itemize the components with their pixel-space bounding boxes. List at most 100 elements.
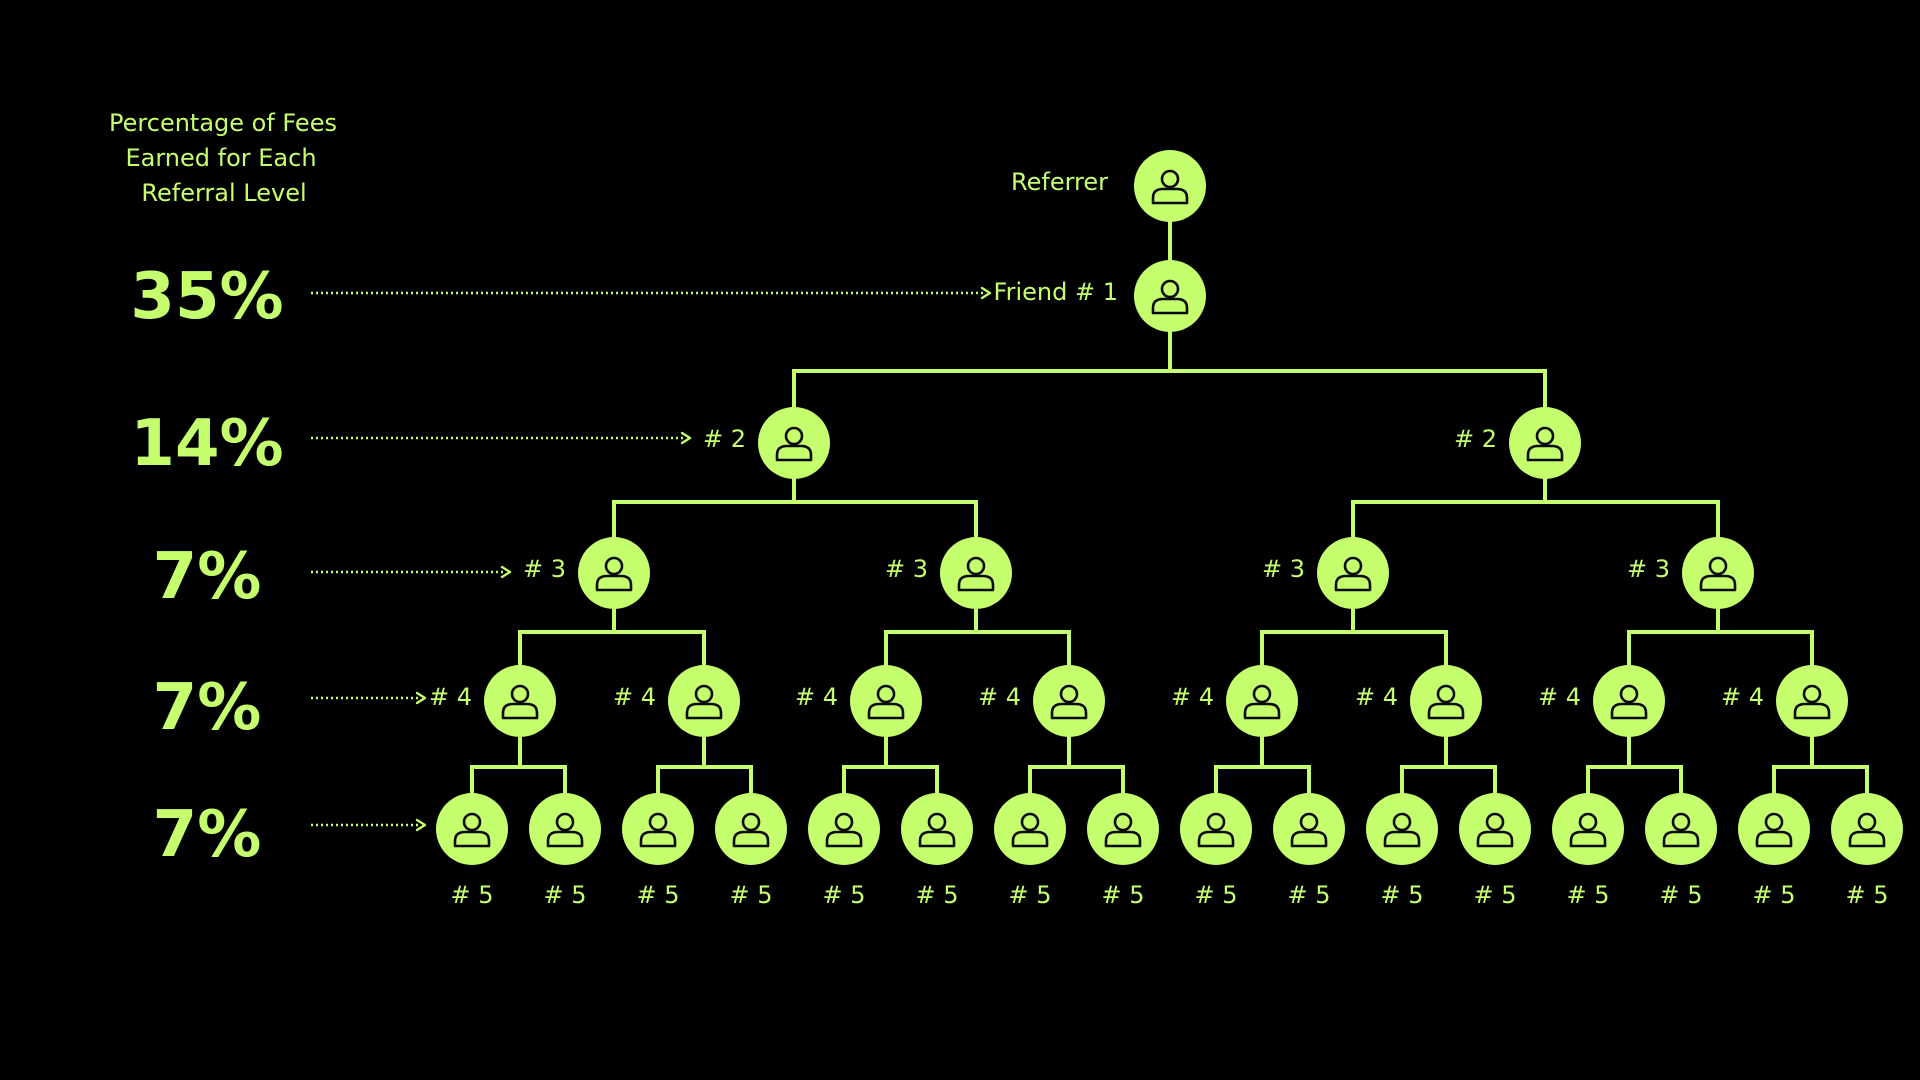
node-level4-6 (1593, 665, 1665, 737)
level-2-percentage: 14% (130, 407, 283, 481)
level-4-percentage: 7% (153, 671, 262, 745)
person-icon (1383, 812, 1421, 848)
person-icon (1699, 556, 1737, 592)
person-icon (918, 812, 956, 848)
person-icon (595, 556, 633, 592)
node-level5-5 (901, 793, 973, 865)
heading-line-1: Percentage of Fees (109, 109, 337, 137)
node-level4-7 (1776, 665, 1848, 737)
label-level4-0: # 4 (429, 683, 472, 711)
label-level5-5: # 5 (915, 881, 958, 909)
node-referrer (1134, 150, 1206, 222)
label-level5-1: # 5 (543, 881, 586, 909)
node-level5-1 (529, 793, 601, 865)
person-icon (1476, 812, 1514, 848)
person-icon (1662, 812, 1700, 848)
node-level5-10 (1366, 793, 1438, 865)
node-level5-15 (1831, 793, 1903, 865)
node-level4-4 (1226, 665, 1298, 737)
node-level5-2 (622, 793, 694, 865)
level-2-arrow-head (680, 431, 692, 445)
node-level5-6 (994, 793, 1066, 865)
node-level5-7 (1087, 793, 1159, 865)
label-referrer: Referrer (1011, 168, 1108, 196)
label-level5-3: # 5 (729, 881, 772, 909)
person-icon (1848, 812, 1886, 848)
node-level3-1 (940, 537, 1012, 609)
node-level3-0 (578, 537, 650, 609)
node-level5-0 (436, 793, 508, 865)
label-level5-13: # 5 (1659, 881, 1702, 909)
label-friend1: Friend # 1 (994, 278, 1118, 306)
label-level5-10: # 5 (1380, 881, 1423, 909)
person-icon (1610, 684, 1648, 720)
person-icon (1243, 684, 1281, 720)
level-5-percentage: 7% (153, 798, 262, 872)
label-level2-0: # 2 (703, 425, 746, 453)
node-level2-0 (758, 407, 830, 479)
person-icon (1050, 684, 1088, 720)
node-level5-12 (1552, 793, 1624, 865)
node-level2-1 (1509, 407, 1581, 479)
person-icon (546, 812, 584, 848)
label-level5-0: # 5 (450, 881, 493, 909)
label-level5-6: # 5 (1008, 881, 1051, 909)
label-level5-14: # 5 (1752, 881, 1795, 909)
node-level4-0 (484, 665, 556, 737)
label-level4-6: # 4 (1538, 683, 1581, 711)
person-icon (1011, 812, 1049, 848)
node-level5-11 (1459, 793, 1531, 865)
node-level3-3 (1682, 537, 1754, 609)
label-level3-2: # 3 (1262, 555, 1305, 583)
label-level4-2: # 4 (795, 683, 838, 711)
label-level4-7: # 4 (1721, 683, 1764, 711)
node-level5-8 (1180, 793, 1252, 865)
label-level5-15: # 5 (1845, 881, 1888, 909)
label-level5-9: # 5 (1287, 881, 1330, 909)
person-icon (775, 426, 813, 462)
person-icon (1197, 812, 1235, 848)
person-icon (1526, 426, 1564, 462)
node-level5-9 (1273, 793, 1345, 865)
node-friend1 (1134, 260, 1206, 332)
label-level5-11: # 5 (1473, 881, 1516, 909)
person-icon (867, 684, 905, 720)
person-icon (1104, 812, 1142, 848)
node-level5-3 (715, 793, 787, 865)
node-level5-14 (1738, 793, 1810, 865)
heading: Percentage of Fees Earned for Each Refer… (109, 109, 337, 207)
label-level3-3: # 3 (1627, 555, 1670, 583)
label-level4-1: # 4 (613, 683, 656, 711)
label-level2-1: # 2 (1454, 425, 1497, 453)
node-level4-5 (1410, 665, 1482, 737)
node-level3-2 (1317, 537, 1389, 609)
person-icon (825, 812, 863, 848)
heading-line-3: Referral Level (141, 179, 306, 207)
person-icon (501, 684, 539, 720)
label-level5-7: # 5 (1101, 881, 1144, 909)
person-icon (732, 812, 770, 848)
person-icon (1427, 684, 1465, 720)
person-icon (1569, 812, 1607, 848)
person-icon (1151, 169, 1189, 205)
level-3-arrow-head (500, 565, 512, 579)
node-level5-13 (1645, 793, 1717, 865)
node-labels: Referrer Friend # 1 # 2 # 2 # 3 # 3 # 3 # 3 # 4 #… (429, 168, 1889, 909)
label-level5-2: # 5 (636, 881, 679, 909)
level-1-percentage: 35% (130, 260, 283, 334)
label-level3-0: # 3 (523, 555, 566, 583)
node-level4-1 (668, 665, 740, 737)
person-icon (1755, 812, 1793, 848)
person-icon (1290, 812, 1328, 848)
person-icon (639, 812, 677, 848)
person-icon (1334, 556, 1372, 592)
label-level5-8: # 5 (1194, 881, 1237, 909)
person-icon (685, 684, 723, 720)
label-level4-5: # 4 (1355, 683, 1398, 711)
person-icon (1793, 684, 1831, 720)
level-5-arrow-head (415, 818, 427, 832)
node-level5-4 (808, 793, 880, 865)
level-1-arrow-head (980, 286, 992, 300)
level-3-percentage: 7% (153, 540, 262, 614)
